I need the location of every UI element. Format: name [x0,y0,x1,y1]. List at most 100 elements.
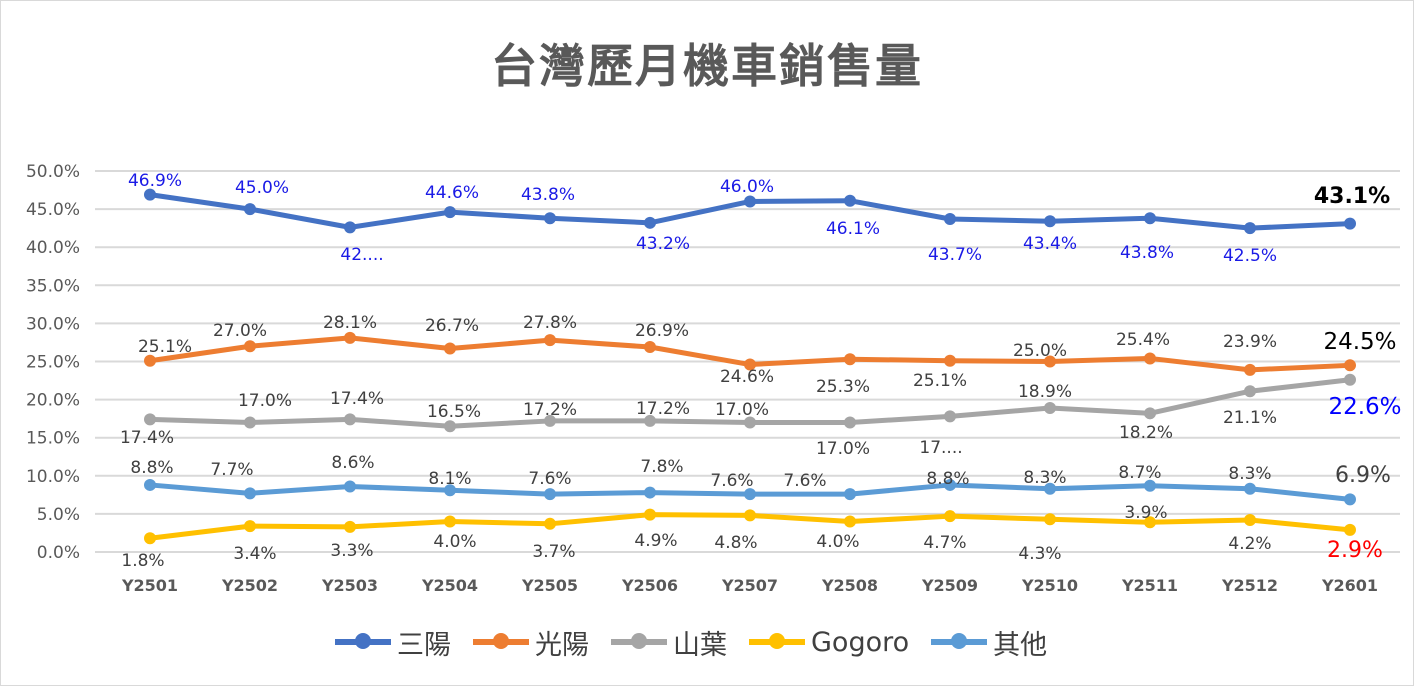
data-point [744,416,756,429]
data-label: 1.8% [121,551,164,571]
data-label: 25.1% [138,337,192,357]
data-point [544,414,556,427]
data-label: 7.8% [640,457,683,477]
data-point [444,484,456,497]
data-point [344,480,356,493]
x-tick-label: Y2508 [821,576,878,595]
data-label: 43.7% [928,245,982,265]
data-label: 3.7% [532,542,575,562]
data-point [944,510,956,523]
data-point [944,478,956,491]
data-label: 21.1% [1223,408,1277,428]
data-point [644,508,656,521]
data-label: 17.... [919,438,962,458]
data-point [1244,513,1256,526]
x-tick-label: Y2505 [521,576,578,595]
data-point [1044,401,1056,414]
data-label: 46.0% [720,177,774,197]
legend-item: 三陽 [335,623,451,662]
y-tick-label: 50.0% [26,162,80,182]
x-tick-label: Y2504 [421,576,478,595]
data-label: 8.1% [428,469,471,489]
legend-item: 山葉 [611,623,727,662]
data-label: 43.8% [521,185,575,205]
data-label: 3.3% [330,541,373,561]
data-label: 4.3% [1018,544,1061,564]
data-label: 8.7% [1118,463,1161,483]
data-point [1144,516,1156,529]
data-label: 4.7% [923,533,966,553]
data-point [344,520,356,533]
data-label: 26.7% [425,316,479,336]
data-point [744,195,756,208]
data-point [644,216,656,229]
data-label: 28.1% [323,313,377,333]
legend-label: 光陽 [535,629,589,661]
data-label: 7.7% [210,460,253,480]
data-point [944,410,956,423]
legend-label: 其他 [993,629,1048,661]
y-tick-label: 45.0% [26,200,80,220]
data-label: 8.8% [130,458,173,478]
data-label: 25.1% [913,371,967,391]
data-point [244,520,256,533]
data-label: 43.8% [1120,243,1174,263]
legend: 三陽 光陽 山葉 Gogoro 其他 [335,622,1069,662]
y-tick-label: 25.0% [26,353,80,373]
data-point [644,414,656,427]
data-label: 16.5% [427,402,481,422]
data-point [1244,222,1256,235]
data-label: 43.4% [1023,234,1077,254]
data-label: 42.5% [1223,246,1277,266]
data-label: 7.6% [710,471,753,491]
data-label: 44.6% [425,183,479,203]
x-tick-label: Y2510 [1021,576,1078,595]
data-label: 18.9% [1018,382,1072,402]
data-point [1344,523,1356,536]
legend-swatch [749,633,805,649]
data-point [1244,385,1256,398]
y-tick-label: 0.0% [37,543,80,563]
data-label: 26.9% [635,321,689,341]
data-label: 17.2% [636,399,690,419]
data-label: 4.2% [1228,534,1271,554]
data-label: 43.1% [1314,184,1390,209]
y-tick-label: 15.0% [26,429,80,449]
data-point [844,488,856,501]
data-label: 27.0% [213,321,267,341]
legend-label: 山葉 [673,629,727,661]
data-point [844,353,856,366]
data-point [1344,493,1356,506]
data-label: 17.4% [330,389,384,409]
data-label: 3.4% [233,544,276,564]
data-label: 27.8% [523,313,577,333]
data-point [544,212,556,225]
data-point [544,334,556,347]
data-point [944,354,956,367]
data-point [1044,215,1056,228]
data-label: 23.9% [1223,332,1277,352]
data-point [344,221,356,234]
y-tick-label: 10.0% [26,467,80,487]
y-tick-label: 5.0% [37,505,80,525]
data-label: 22.6% [1328,394,1401,420]
data-point [344,413,356,426]
data-label: 4.0% [433,532,476,552]
legend-swatch [473,633,529,649]
data-label: 46.9% [128,171,182,191]
x-tick-label: Y2502 [221,576,278,595]
data-label: 4.9% [634,531,677,551]
legend-item: Gogoro [749,627,909,658]
data-point [244,340,256,353]
data-label: 17.0% [816,439,870,459]
data-label: 24.5% [1323,329,1396,355]
legend-swatch [611,633,667,649]
legend-swatch [335,633,391,649]
data-point [144,413,156,426]
x-tick-label: Y2509 [921,576,978,595]
data-point [1044,355,1056,368]
data-label: 45.0% [235,178,289,198]
x-tick-label: Y2512 [1221,576,1278,595]
data-label: 8.3% [1023,468,1066,488]
